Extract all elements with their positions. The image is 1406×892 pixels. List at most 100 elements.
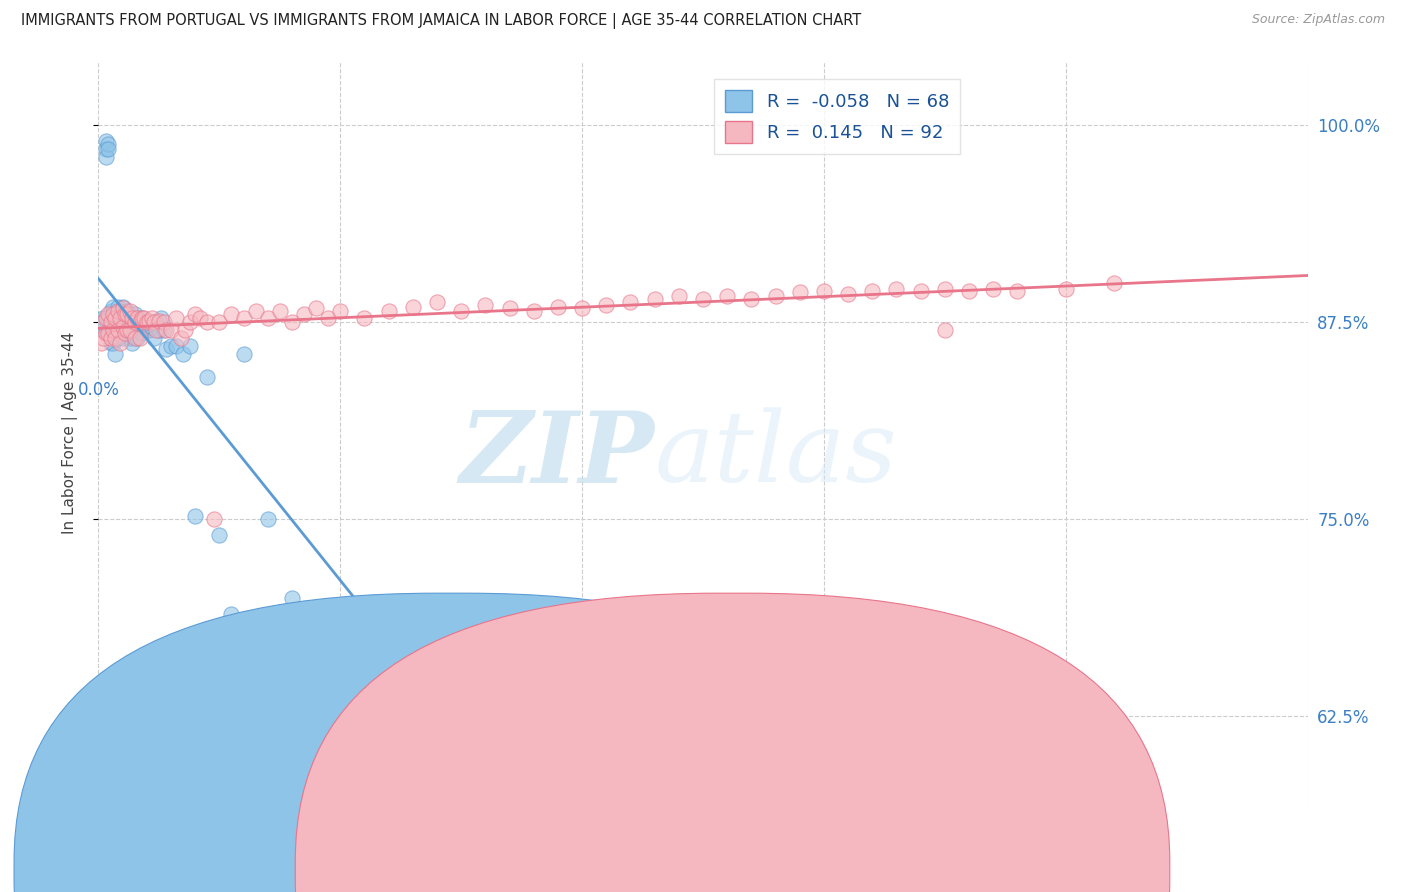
- Point: [910, 284, 932, 298]
- Point: [145, 323, 167, 337]
- Point: [128, 331, 150, 345]
- Point: [204, 512, 226, 526]
- Point: [155, 323, 177, 337]
- Text: Immigrants from Jamaica: Immigrants from Jamaica: [759, 863, 952, 877]
- Point: [134, 320, 156, 334]
- Point: [124, 323, 146, 337]
- Point: [281, 315, 304, 329]
- Point: [1054, 282, 1077, 296]
- Point: [108, 335, 131, 350]
- Point: [90, 315, 112, 329]
- Point: [571, 780, 593, 794]
- Point: [97, 142, 120, 156]
- Point: [184, 509, 207, 524]
- Point: [118, 331, 141, 345]
- Point: [124, 308, 146, 322]
- Point: [107, 323, 129, 337]
- Point: [145, 315, 167, 329]
- Point: [402, 300, 425, 314]
- Point: [94, 134, 117, 148]
- Y-axis label: In Labor Force | Age 35-44: In Labor Force | Age 35-44: [62, 332, 77, 533]
- Point: [668, 288, 690, 302]
- Point: [172, 347, 194, 361]
- Point: [426, 294, 449, 309]
- Point: [789, 285, 811, 300]
- Point: [160, 339, 183, 353]
- Point: [107, 300, 129, 314]
- Point: [100, 304, 122, 318]
- Point: [121, 310, 143, 325]
- Point: [135, 315, 157, 329]
- Point: [117, 308, 139, 322]
- Point: [104, 310, 127, 325]
- Point: [619, 294, 641, 309]
- Point: [107, 331, 129, 345]
- Point: [150, 310, 173, 325]
- Point: [101, 323, 124, 337]
- Point: [97, 310, 120, 325]
- Point: [101, 308, 124, 322]
- Point: [100, 335, 122, 350]
- Point: [114, 308, 136, 322]
- Point: [117, 304, 139, 318]
- Point: [94, 142, 117, 156]
- Point: [148, 314, 170, 328]
- Point: [474, 298, 496, 312]
- Point: [111, 331, 134, 345]
- Point: [91, 323, 114, 337]
- Point: [128, 320, 150, 334]
- Point: [305, 301, 328, 315]
- Point: [165, 310, 187, 325]
- Point: [114, 308, 136, 322]
- Point: [353, 310, 375, 325]
- Point: [114, 326, 136, 341]
- Point: [100, 331, 122, 345]
- Point: [377, 304, 399, 318]
- Point: [100, 323, 122, 337]
- Point: [124, 315, 146, 329]
- Point: [547, 300, 569, 314]
- Point: [91, 310, 114, 325]
- Point: [152, 315, 174, 329]
- Point: [957, 284, 980, 298]
- Point: [221, 308, 243, 322]
- Point: [316, 310, 339, 325]
- Point: [107, 315, 129, 329]
- Point: [134, 310, 156, 325]
- Point: [195, 315, 218, 329]
- Point: [118, 323, 141, 337]
- Point: [108, 304, 131, 318]
- Point: [1007, 284, 1029, 298]
- Point: [104, 326, 127, 341]
- Point: [131, 326, 153, 341]
- Point: [450, 717, 472, 731]
- Point: [111, 320, 134, 334]
- Point: [934, 282, 956, 296]
- Point: [97, 308, 120, 322]
- Point: [97, 137, 120, 152]
- Point: [97, 323, 120, 337]
- Point: [100, 314, 122, 328]
- Point: [91, 331, 114, 345]
- Point: [104, 308, 127, 322]
- Point: [131, 310, 153, 325]
- Point: [138, 314, 160, 328]
- Point: [232, 347, 254, 361]
- Point: [981, 282, 1004, 296]
- Point: [143, 315, 166, 329]
- Point: [91, 315, 114, 329]
- Point: [595, 298, 617, 312]
- Point: [104, 315, 127, 329]
- Text: Immigrants from Portugal: Immigrants from Portugal: [478, 863, 675, 877]
- Point: [523, 304, 546, 318]
- Point: [860, 284, 883, 298]
- Point: [256, 512, 278, 526]
- Point: [101, 300, 124, 314]
- Point: [571, 301, 593, 315]
- Point: [117, 323, 139, 337]
- Point: [114, 323, 136, 337]
- Point: [121, 315, 143, 329]
- Point: [184, 308, 207, 322]
- Point: [100, 315, 122, 329]
- Point: [127, 310, 149, 325]
